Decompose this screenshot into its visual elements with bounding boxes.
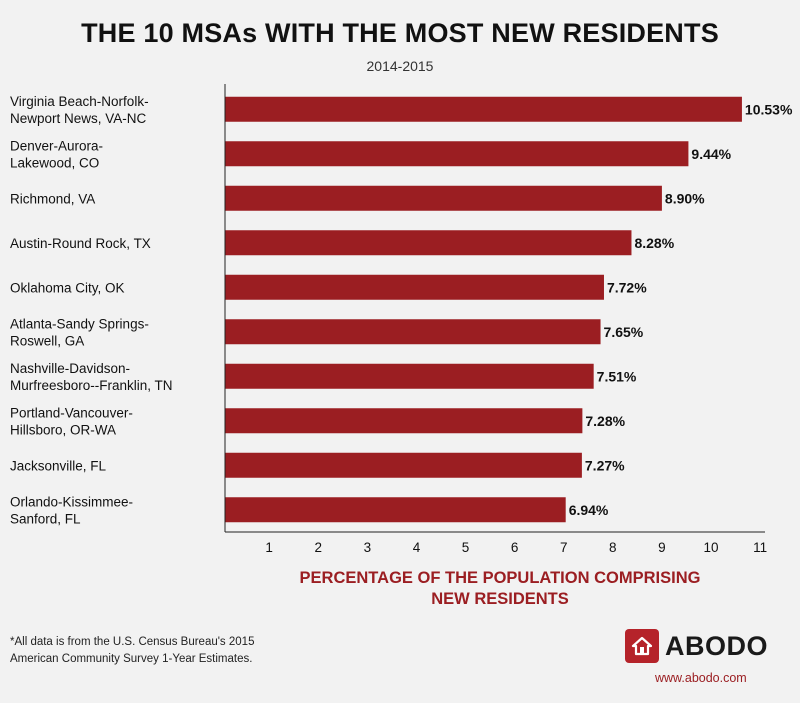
bar — [225, 497, 566, 523]
category-label: Virginia Beach-Norfolk- — [10, 94, 149, 109]
bar-value-label: 7.65% — [604, 324, 644, 340]
category-label: Denver-Aurora- — [10, 138, 103, 153]
x-tick-label: 3 — [364, 540, 372, 555]
bar — [225, 185, 662, 211]
x-tick-label: 4 — [413, 540, 421, 555]
category-label: Oklahoma City, OK — [10, 280, 125, 295]
bar — [225, 274, 604, 300]
category-label: Murfreesboro--Franklin, TN — [10, 378, 173, 393]
bar — [225, 408, 583, 434]
bar-chart: 10.53% Virginia Beach-Norfolk- Newport New… — [10, 84, 793, 555]
x-tick-label: 8 — [609, 540, 617, 555]
bar-value-label: 10.53% — [745, 101, 793, 117]
bar — [225, 363, 594, 389]
x-tick-label: 10 — [703, 540, 718, 555]
bar — [225, 319, 601, 345]
chart-title: THE 10 MSAs WITH THE MOST NEW RESIDENTS — [81, 18, 719, 48]
footnote-line-1: *All data is from the U.S. Census Bureau… — [10, 636, 255, 648]
bar-value-label: 7.27% — [585, 457, 625, 473]
x-axis-title-line-2: NEW RESIDENTS — [431, 590, 569, 608]
bar — [225, 96, 742, 122]
bar-value-label: 8.90% — [665, 190, 705, 206]
category-label: Roswell, GA — [10, 333, 84, 348]
bar — [225, 141, 689, 167]
category-label: Portland-Vancouver- — [10, 405, 133, 420]
bar-value-label: 8.28% — [634, 235, 674, 251]
footnote-line-2: American Community Survey 1-Year Estimat… — [10, 653, 253, 665]
x-tick-label: 6 — [511, 540, 519, 555]
x-axis-title: PERCENTAGE OF THE POPULATION COMPRISING … — [240, 568, 760, 610]
category-label: Lakewood, CO — [10, 155, 99, 170]
brand-logo: ABODO — [625, 628, 768, 664]
bar — [225, 230, 632, 256]
x-axis-title-line-1: PERCENTAGE OF THE POPULATION COMPRISING — [299, 569, 701, 587]
x-tick-label: 9 — [658, 540, 666, 555]
category-label: Orlando-Kissimmee- — [10, 494, 133, 509]
category-label: Hillsboro, OR-WA — [10, 422, 116, 437]
chart-subtitle: 2014-2015 — [366, 58, 434, 74]
category-label: Atlanta-Sandy Springs- — [10, 316, 149, 331]
brand-name: ABODO — [665, 630, 768, 661]
category-label: Jacksonville, FL — [10, 458, 107, 473]
bar-value-label: 7.28% — [585, 413, 625, 429]
category-label: Richmond, VA — [10, 191, 95, 206]
x-tick-label: 5 — [462, 540, 470, 555]
x-tick-label: 11 — [753, 540, 767, 555]
bar-value-label: 7.51% — [597, 368, 637, 384]
category-label: Austin-Round Rock, TX — [10, 236, 151, 251]
category-label: Sanford, FL — [10, 511, 81, 526]
brand-url[interactable]: www.abodo.com — [655, 671, 747, 685]
x-tick-label: 1 — [265, 540, 273, 555]
house-icon — [625, 629, 659, 663]
x-tick-label: 2 — [315, 540, 323, 555]
bar-value-label: 6.94% — [569, 502, 609, 518]
category-label: Nashville-Davidson- — [10, 361, 130, 376]
bar-value-label: 9.44% — [691, 146, 731, 162]
bar-value-label: 7.72% — [607, 279, 647, 295]
footnote: *All data is from the U.S. Census Bureau… — [10, 634, 390, 668]
x-tick-label: 7 — [560, 540, 568, 555]
category-label: Newport News, VA-NC — [10, 111, 147, 126]
bar — [225, 452, 582, 478]
